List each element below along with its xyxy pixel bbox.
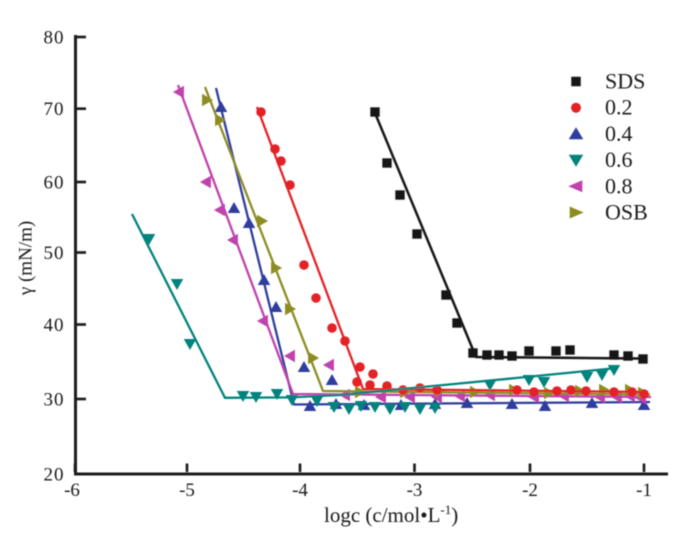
svg-text:-4: -4: [292, 480, 308, 501]
svg-text:70: 70: [44, 99, 65, 120]
svg-text:-6: -6: [64, 480, 80, 501]
svg-text:-3: -3: [407, 480, 423, 501]
svg-text:40: 40: [44, 315, 65, 336]
svg-text:γ (mN/m): γ (mN/m): [16, 221, 37, 296]
svg-text:-5: -5: [179, 480, 195, 501]
svg-text:60: 60: [44, 173, 65, 194]
svg-text:SDS: SDS: [605, 69, 645, 94]
svg-text:30: 30: [44, 390, 65, 411]
svg-text:0.6: 0.6: [605, 147, 633, 172]
svg-text:0.8: 0.8: [605, 173, 633, 198]
svg-text:-2: -2: [522, 480, 538, 501]
svg-text:20: 20: [44, 465, 65, 486]
svg-text:50: 50: [44, 243, 65, 264]
svg-text:0.2: 0.2: [605, 95, 633, 120]
svg-text:80: 80: [44, 28, 65, 49]
svg-text:-1: -1: [636, 480, 652, 501]
svg-text:OSB: OSB: [605, 200, 648, 225]
svg-text:0.4: 0.4: [605, 121, 633, 146]
svg-text:logc (c/mol•L-1): logc (c/mol•L-1): [324, 502, 458, 527]
